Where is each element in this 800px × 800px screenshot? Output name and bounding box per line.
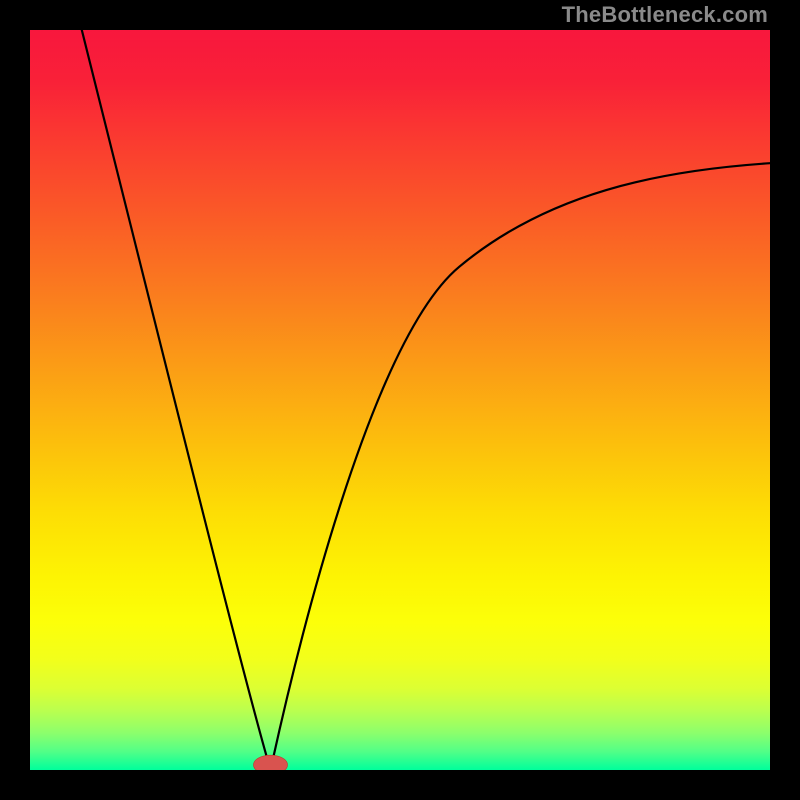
chart-frame: TheBottleneck.com [0, 0, 800, 800]
bottleneck-curve [30, 30, 770, 770]
vertex-marker [253, 755, 287, 770]
plot-area [30, 30, 770, 770]
watermark-text: TheBottleneck.com [562, 2, 768, 28]
curve-line [82, 30, 770, 770]
